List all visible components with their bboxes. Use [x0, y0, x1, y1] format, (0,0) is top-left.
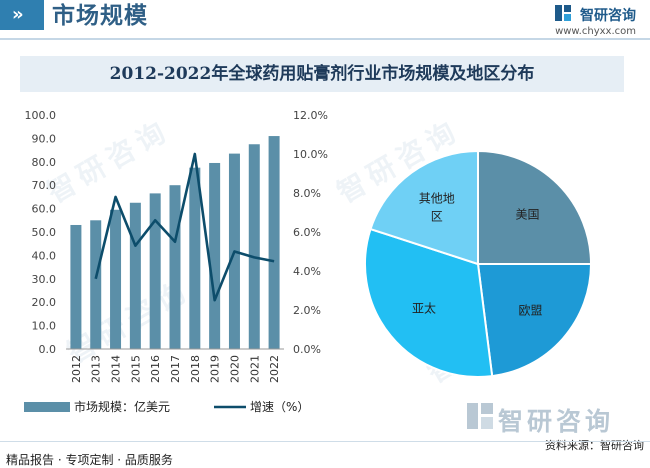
footer-divider: [0, 441, 650, 442]
chart-title-box: 2012-2022年全球药用贴膏剂行业市场规模及地区分布: [20, 56, 624, 92]
x-tick-label: 2021: [248, 355, 261, 383]
x-tick-label: 2019: [209, 355, 222, 383]
x-tick-label: 2015: [129, 355, 142, 383]
x-tick-label: 2014: [110, 355, 123, 383]
legend-label-line: 增速（%）: [250, 400, 309, 414]
header-divider: [0, 38, 650, 40]
y-right-tick-label: 12.0%: [293, 109, 328, 122]
bar: [149, 193, 161, 349]
y-left-tick-label: 10.0: [32, 320, 57, 333]
legend-swatch-bar: [24, 402, 70, 412]
y-left-tick-label: 70.0: [32, 179, 57, 192]
legend-label-bar: 市场规模：亿美元: [74, 399, 170, 414]
brand-url: www.chyxx.com: [555, 26, 636, 37]
y-left-tick-label: 100.0: [25, 109, 57, 122]
section-header: » 市场规模 智研咨询 www.chyxx.com: [0, 0, 650, 40]
y-right-tick-label: 4.0%: [293, 265, 321, 278]
y-right-tick-label: 2.0%: [293, 304, 321, 317]
bar: [129, 202, 141, 349]
pie-slice: [477, 149, 593, 265]
bar: [189, 167, 201, 349]
bar: [90, 220, 102, 349]
chart-title: 2012-2022年全球药用贴膏剂行业市场规模及地区分布: [109, 64, 535, 84]
y-left-tick-label: 0.0: [39, 343, 57, 356]
x-tick-label: 2013: [90, 355, 103, 383]
x-tick-label: 2016: [149, 355, 162, 383]
pie-label: 亚太: [412, 301, 436, 316]
brand: 智研咨询 www.chyxx.com: [554, 4, 636, 37]
pie-slice: [369, 149, 479, 266]
y-left-tick-label: 40.0: [32, 249, 57, 262]
y-right-tick-label: 8.0%: [293, 187, 321, 200]
footer-watermark-logo-icon: [466, 402, 494, 434]
double-chevron-icon: »: [12, 4, 24, 25]
footer-watermark-name: 智研咨询: [498, 407, 615, 436]
bar: [248, 144, 260, 349]
footer-slogan: 精品报告 · 专项定制 · 品质服务: [6, 453, 173, 467]
header-accent-bar: »: [0, 0, 44, 30]
y-left-tick-label: 30.0: [32, 273, 57, 286]
y-left-tick-label: 80.0: [32, 156, 57, 169]
y-left-tick-label: 20.0: [32, 296, 57, 309]
x-tick-label: 2022: [268, 355, 281, 383]
y-right-tick-label: 6.0%: [293, 226, 321, 239]
bar: [268, 136, 280, 349]
y-right-tick-label: 10.0%: [293, 148, 328, 161]
bar: [169, 185, 181, 349]
pie-label: 美国: [516, 207, 540, 221]
x-tick-label: 2012: [70, 355, 83, 383]
brand-name: 智研咨询: [580, 8, 636, 24]
growth-line: [94, 152, 275, 302]
section-title: 市场规模: [52, 3, 148, 29]
pie-label: 区: [431, 209, 443, 223]
x-tick-label: 2020: [228, 355, 241, 383]
pie-slice: [364, 227, 494, 378]
x-tick-label: 2018: [189, 355, 202, 383]
source-note: 资料来源：智研咨询: [545, 439, 644, 452]
y-left-tick-label: 60.0: [32, 203, 57, 216]
bar: [70, 224, 82, 349]
y-right-tick-label: 0.0%: [293, 343, 321, 356]
x-tick-label: 2017: [169, 355, 182, 383]
bar: [209, 162, 221, 349]
bar: [110, 209, 122, 349]
y-left-tick-label: 90.0: [32, 132, 57, 145]
brand-logo-icon: [554, 4, 572, 26]
pie-label: 其他地: [419, 191, 455, 205]
y-left-tick-label: 50.0: [32, 226, 57, 239]
pie-label: 欧盟: [519, 303, 543, 317]
pie-slice: [476, 263, 593, 378]
